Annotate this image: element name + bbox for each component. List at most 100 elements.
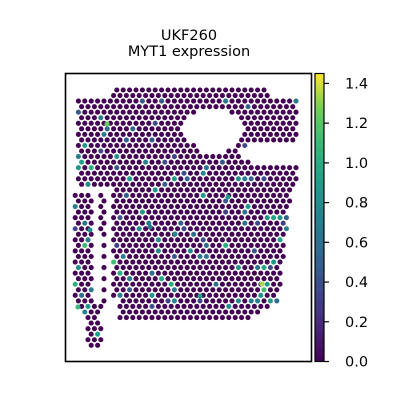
- spot: [120, 287, 126, 293]
- spot: [120, 142, 126, 149]
- spot: [280, 98, 286, 104]
- spot: [75, 98, 81, 104]
- spot: [197, 231, 203, 237]
- spot: [178, 154, 184, 160]
- spot: [251, 292, 257, 298]
- spot: [248, 298, 254, 304]
- spot: [248, 242, 254, 248]
- spot: [155, 115, 161, 121]
- spot: [98, 170, 104, 176]
- spot: [155, 259, 161, 265]
- spot: [120, 231, 126, 237]
- spot: [274, 276, 280, 282]
- spot: [155, 159, 161, 165]
- spot: [95, 154, 101, 160]
- spot: [149, 104, 155, 110]
- spot: [85, 270, 91, 276]
- spot: [82, 287, 88, 293]
- spot: [111, 237, 117, 243]
- spot: [146, 309, 152, 315]
- spot: [197, 276, 203, 282]
- spot: [239, 192, 245, 198]
- spot: [101, 209, 107, 215]
- spot: [274, 165, 280, 171]
- spot: [248, 109, 254, 115]
- spot: [191, 98, 197, 104]
- spot: [271, 126, 277, 132]
- spot: [271, 192, 277, 198]
- spot: [242, 109, 248, 115]
- spot: [149, 259, 155, 265]
- spot: [155, 137, 161, 143]
- spot: [274, 209, 280, 215]
- spot: [242, 220, 248, 226]
- spot: [178, 309, 184, 315]
- spot: [88, 342, 94, 348]
- spot: [127, 231, 133, 237]
- spot: [277, 115, 283, 121]
- spot: [274, 176, 280, 182]
- spot: [280, 242, 286, 248]
- spot: [127, 276, 133, 282]
- spot: [245, 281, 251, 287]
- spot: [210, 220, 216, 226]
- spot: [216, 98, 222, 104]
- spot: [191, 231, 197, 237]
- spot: [261, 253, 267, 260]
- spot: [280, 120, 286, 126]
- spot: [95, 109, 101, 115]
- spot: [101, 165, 107, 171]
- spot: [203, 198, 209, 204]
- spot: [130, 259, 136, 265]
- spot: [171, 298, 177, 304]
- spot: [251, 170, 257, 176]
- spot: [239, 292, 245, 298]
- spot: [139, 176, 145, 182]
- spot: [88, 109, 94, 115]
- spot: [175, 115, 181, 121]
- spot: [283, 104, 289, 110]
- spot: [152, 253, 158, 260]
- spot: [175, 292, 181, 298]
- spot: [165, 287, 171, 293]
- spot: [226, 181, 232, 187]
- spot: [159, 198, 165, 204]
- spot: [168, 315, 174, 321]
- spot: [213, 292, 219, 298]
- spot: [127, 98, 133, 104]
- spot: [251, 215, 257, 221]
- spot: [111, 192, 117, 198]
- spot: [123, 315, 129, 321]
- spot: [82, 231, 88, 237]
- spot: [210, 309, 216, 315]
- spot: [171, 98, 177, 104]
- spot-high: [104, 121, 110, 127]
- spot: [91, 148, 97, 154]
- spot: [143, 237, 149, 243]
- spot: [101, 265, 107, 271]
- spot: [139, 120, 145, 126]
- spot: [123, 93, 129, 99]
- spot: [114, 109, 120, 115]
- spot: [162, 148, 168, 154]
- spot: [171, 109, 177, 115]
- spot: [82, 276, 88, 282]
- spot: [197, 242, 203, 248]
- spot: [146, 154, 152, 160]
- spot: [232, 303, 238, 310]
- spot: [75, 142, 81, 149]
- spot: [239, 315, 245, 321]
- spot: [139, 265, 145, 271]
- spot: [168, 148, 174, 154]
- spot: [120, 187, 126, 193]
- spot: [223, 154, 229, 160]
- spot: [152, 298, 158, 304]
- spot: [235, 165, 241, 171]
- spot: [120, 309, 126, 315]
- spot: [152, 209, 158, 215]
- spot: [133, 231, 139, 237]
- spot: [165, 131, 171, 137]
- spot: [155, 93, 161, 99]
- spot: [168, 170, 174, 176]
- spot: [133, 109, 139, 115]
